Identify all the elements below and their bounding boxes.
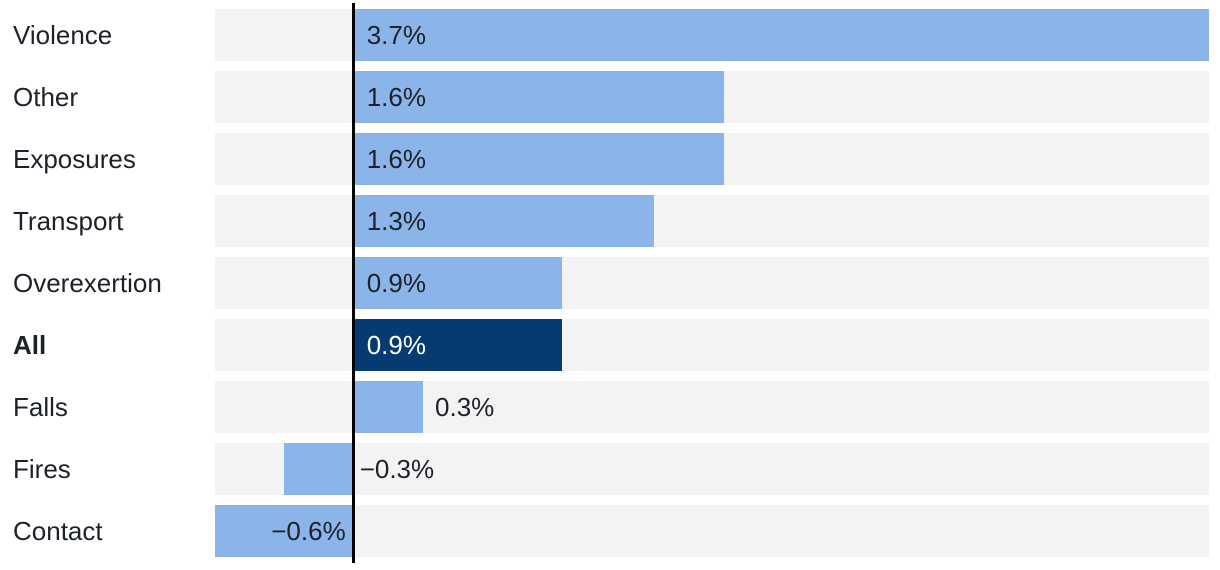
bar-track: 3.7% <box>215 9 1209 61</box>
category-label: Other <box>13 82 79 112</box>
zero-baseline <box>352 3 356 563</box>
category-label: Falls <box>13 392 68 422</box>
bar-track: 1.6% <box>215 133 1209 185</box>
value-label: 1.6% <box>366 82 426 112</box>
bar <box>353 133 724 185</box>
chart-row: All 0.9% <box>0 319 1220 371</box>
bar-track: 0.3% <box>215 381 1209 433</box>
bar <box>353 319 562 371</box>
value-label: 1.6% <box>366 144 426 174</box>
chart-row: Fires −0.3% <box>0 443 1220 495</box>
value-label: 1.3% <box>366 206 426 236</box>
bar <box>284 443 354 495</box>
category-label: Transport <box>13 206 124 236</box>
value-label: −0.3% <box>359 454 435 484</box>
value-label: 0.3% <box>435 392 495 422</box>
chart-row: Falls 0.3% <box>0 381 1220 433</box>
value-label: 3.7% <box>366 20 426 50</box>
category-label: All <box>13 330 47 360</box>
value-label: 0.9% <box>366 330 426 360</box>
chart-row: Other 1.6% <box>0 71 1220 123</box>
bar-track: −0.3% <box>215 443 1209 495</box>
value-label: 0.9% <box>366 268 426 298</box>
bar-track: 0.9% <box>215 257 1209 309</box>
bar <box>353 257 562 309</box>
bar <box>353 381 424 433</box>
bar <box>353 195 655 247</box>
bar-track: 0.9% <box>215 319 1209 371</box>
category-label: Fires <box>13 454 71 484</box>
category-label: Violence <box>13 20 113 50</box>
bar-track: 1.3% <box>215 195 1209 247</box>
category-label: Overexertion <box>13 268 162 298</box>
chart-row: Overexertion 0.9% <box>0 257 1220 309</box>
chart-row: Exposures 1.6% <box>0 133 1220 185</box>
bar-track: 1.6% <box>215 71 1209 123</box>
value-label: −0.6% <box>271 516 346 546</box>
category-label: Contact <box>13 516 103 546</box>
chart-row: Violence 3.7% <box>0 9 1220 61</box>
category-label: Exposures <box>13 144 136 174</box>
bar-track: −0.6% <box>215 505 1209 557</box>
chart-row: Contact −0.6% <box>0 505 1220 557</box>
chart-row: Transport 1.3% <box>0 195 1220 247</box>
bar <box>353 9 1209 61</box>
bar <box>215 505 354 557</box>
bar <box>353 71 724 123</box>
